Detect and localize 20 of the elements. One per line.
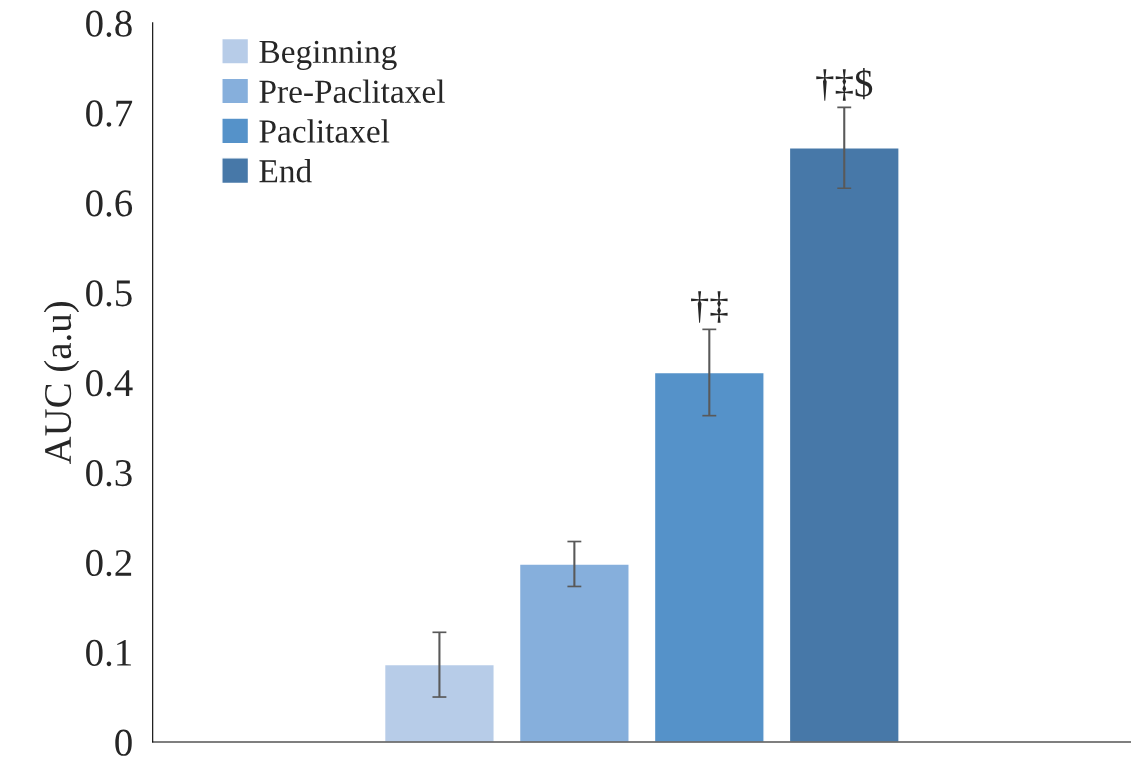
y-tick-label: 0.1 (86, 639, 131, 667)
y-tick-label: 0.4 (86, 370, 133, 397)
bar (788, 147, 900, 742)
y-tick-label: 0.5 (86, 280, 132, 307)
bar (383, 663, 495, 742)
y-tick-label: 0.7 (86, 100, 133, 127)
legend-label: Beginning (259, 40, 397, 70)
legend-label: End (259, 159, 312, 183)
bar (653, 371, 765, 742)
y-tick-label: 0.3 (86, 459, 132, 487)
y-tick-label: 0.8 (86, 10, 132, 37)
y-tick-label: 0.2 (86, 549, 132, 577)
annotation: †‡ (691, 291, 728, 323)
annotation: †‡$ (816, 68, 873, 101)
legend-label: Pre-Paclitaxel (259, 79, 445, 103)
y-tick-label: 0 (115, 729, 132, 756)
bar (518, 563, 630, 742)
y-tick-label: 0.6 (86, 190, 133, 217)
legend-label: Paclitaxel (259, 119, 390, 143)
y-axis-title: AUC (a.u) (43, 302, 80, 465)
